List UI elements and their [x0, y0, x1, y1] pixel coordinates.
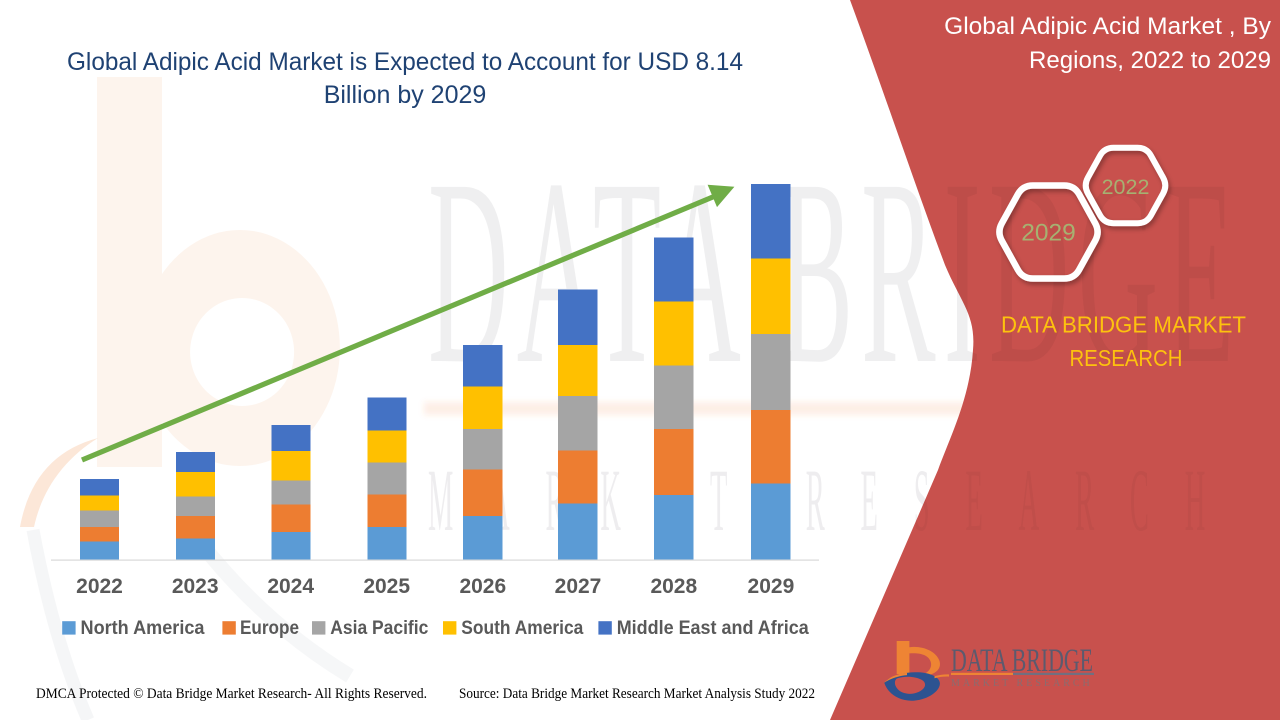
svg-text:2027: 2027: [555, 575, 602, 598]
svg-text:MARKET RESEARCH: MARKET RESEARCH: [428, 452, 1241, 550]
svg-text:Global Adipic Acid Market is E: Global Adipic Acid Market is Expected to…: [67, 48, 743, 76]
svg-text:DMCA Protected © Data Bridge M: DMCA Protected © Data Bridge Market Rese…: [36, 686, 427, 702]
svg-text:2024: 2024: [267, 575, 314, 598]
svg-text:South America: South America: [461, 618, 583, 639]
svg-text:2023: 2023: [172, 575, 219, 598]
svg-text:2026: 2026: [459, 575, 506, 598]
svg-text:2022: 2022: [1102, 175, 1150, 199]
svg-text:Billion by 2029: Billion by 2029: [324, 81, 487, 109]
svg-text:DATA BRIDGE: DATA BRIDGE: [428, 125, 1242, 420]
svg-text:RESEARCH: RESEARCH: [1070, 345, 1183, 371]
svg-text:2028: 2028: [650, 575, 697, 598]
svg-text:Asia Pacific: Asia Pacific: [330, 618, 428, 639]
svg-text:2025: 2025: [363, 575, 410, 598]
svg-text:2029: 2029: [1021, 220, 1076, 247]
svg-text:DATA BRIDGE MARKET: DATA BRIDGE MARKET: [1001, 312, 1246, 338]
svg-text:2022: 2022: [76, 575, 123, 598]
svg-text:2029: 2029: [748, 575, 795, 598]
svg-text:Europe: Europe: [240, 618, 299, 639]
svg-text:Regions, 2022 to 2029: Regions, 2022 to 2029: [1029, 47, 1271, 74]
svg-text:Global Adipic Acid Market , By: Global Adipic Acid Market , By: [944, 13, 1272, 40]
svg-text:MARKET RESEARCH: MARKET RESEARCH: [951, 678, 1093, 689]
svg-text:Source: Data Bridge Market Res: Source: Data Bridge Market Research Mark…: [459, 686, 815, 702]
svg-text:Middle East and Africa: Middle East and Africa: [617, 618, 809, 639]
svg-text:North America: North America: [81, 618, 205, 639]
